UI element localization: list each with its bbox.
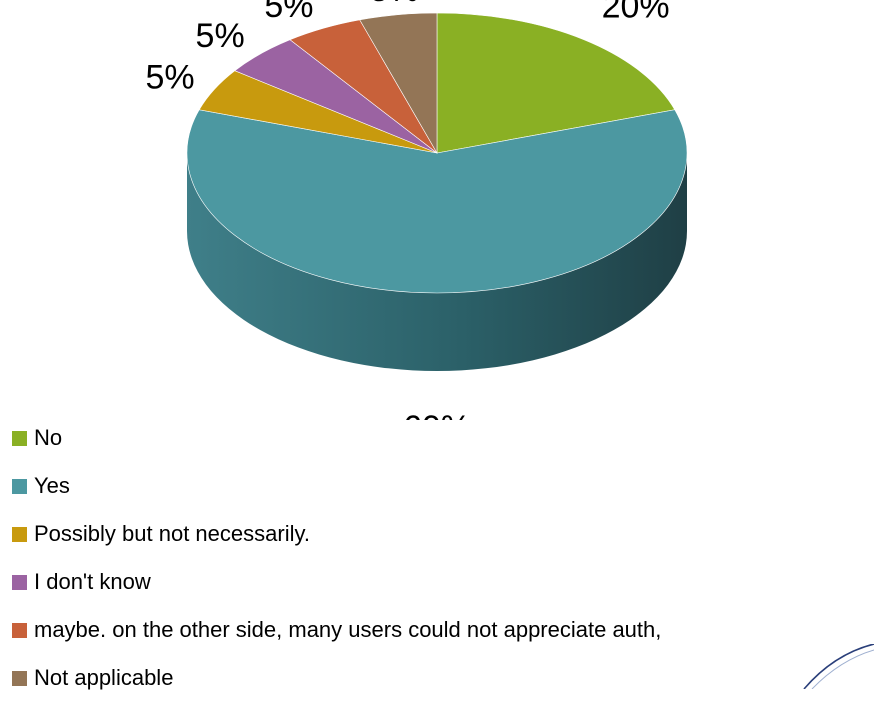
legend-swatch (12, 622, 27, 638)
chart-legend: No Yes Possibly but not necessarily. I don'… (12, 414, 661, 702)
legend-swatch (12, 430, 27, 446)
legend-swatch (12, 526, 27, 542)
legend-item-not-applicable: Not applicable (12, 654, 661, 702)
pie-label-no: 20% (602, 0, 670, 25)
pie-slice-not-applicable (359, 12, 438, 155)
pie-slice-yes (186, 109, 688, 294)
pie-label-maybe-on-the-other-side-many-users-could-not-appreciate-auth: 5% (264, 0, 313, 25)
pie-label-yes: 60% (403, 409, 471, 420)
legend-label: Yes (34, 473, 70, 498)
pie-label-possibly-but-not-necessarily: 5% (145, 59, 194, 97)
legend-label: I don't know (34, 569, 151, 594)
legend-swatch (12, 478, 27, 494)
legend-swatch (12, 670, 27, 686)
legend-swatch (12, 574, 27, 590)
corner-swoosh-decoration (803, 644, 874, 689)
pie-data-labels: 20%60%5%5%5%5% (145, 0, 669, 420)
pie-side-walls (187, 153, 687, 371)
pie-label-i-don-t-know: 5% (196, 17, 245, 55)
legend-label: Not applicable (34, 665, 174, 690)
pie-label-not-applicable: 5% (370, 0, 419, 9)
pie-slice-no (436, 12, 676, 154)
legend-label: Possibly but not necessarily. (34, 521, 310, 546)
legend-item-possibly-but-not-necessarily: Possibly but not necessarily. (12, 510, 661, 558)
legend-item-no: No (12, 414, 661, 462)
legend-item-maybe-on-the-other-side-many-users-could-not-appreciate-auth: maybe. on the other side, many users cou… (12, 606, 661, 654)
pie-chart: 20%60%5%5%5%5% (145, 0, 688, 420)
legend-label: No (34, 425, 63, 450)
pie-side-wall (187, 153, 687, 371)
pie-top-slices (186, 12, 688, 294)
legend-item-yes: Yes (12, 462, 661, 510)
legend-item-i-don-t-know: I don't know (12, 558, 661, 606)
legend-label: maybe. on the other side, many users cou… (34, 617, 662, 642)
